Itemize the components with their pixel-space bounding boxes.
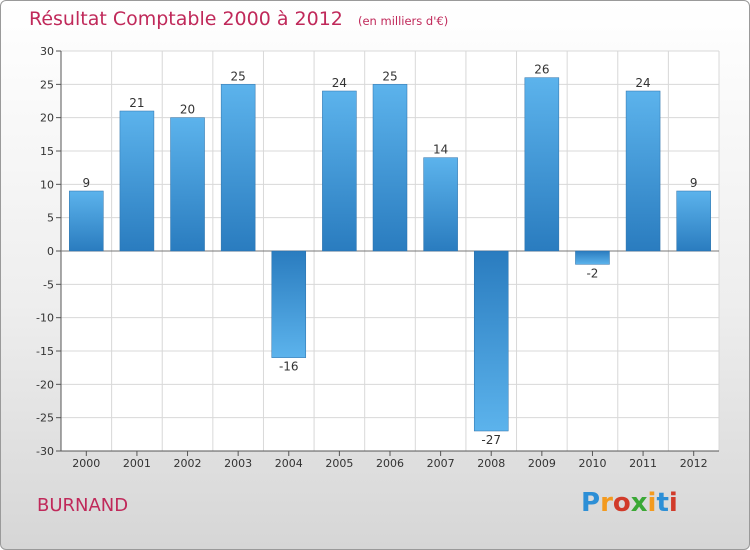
y-tick-label: 25 xyxy=(40,78,54,91)
value-label: 14 xyxy=(433,143,448,157)
proxiti-logo: Proxiti xyxy=(581,488,678,518)
title-main: Résultat Comptable 2000 à 2012 xyxy=(29,8,343,30)
bar-2008 xyxy=(473,250,509,432)
bar-2006 xyxy=(372,84,408,252)
y-tick-label: 20 xyxy=(40,112,54,125)
y-tick-label: -30 xyxy=(36,445,54,458)
bar-2009 xyxy=(524,77,560,252)
value-label: 25 xyxy=(231,69,246,83)
title-unit: (en milliers d'€) xyxy=(357,14,449,28)
logo-letter: r xyxy=(600,488,613,518)
y-tick-label: 5 xyxy=(47,212,54,225)
value-label: 20 xyxy=(180,103,195,117)
y-tick-label: -20 xyxy=(36,378,54,391)
value-label: 9 xyxy=(82,176,90,190)
chart-title: Résultat Comptable 2000 à 2012 (en milli… xyxy=(29,8,448,30)
value-label: -16 xyxy=(279,360,299,374)
bar-2005 xyxy=(322,90,357,252)
x-tick-label: 2006 xyxy=(376,457,404,470)
x-tick-label: 2009 xyxy=(528,457,556,470)
x-tick-label: 2010 xyxy=(578,457,606,470)
value-label: 26 xyxy=(534,63,549,77)
y-tick-label: 30 xyxy=(40,45,54,58)
y-tick-label: 0 xyxy=(47,245,54,258)
bar-2000 xyxy=(69,190,104,252)
logo-letter: i xyxy=(668,488,678,518)
bar-2002 xyxy=(170,117,205,252)
y-tick-label: -15 xyxy=(36,345,54,358)
logo-letter: x xyxy=(630,488,648,518)
bar-2007 xyxy=(423,157,458,252)
x-tick-label: 2012 xyxy=(680,457,708,470)
bar-2003 xyxy=(220,84,256,252)
logo-letter: P xyxy=(581,488,601,518)
x-tick-label: 2000 xyxy=(72,457,100,470)
x-tick-label: 2004 xyxy=(275,457,303,470)
x-tick-label: 2007 xyxy=(427,457,455,470)
bar-2011 xyxy=(625,90,661,252)
x-tick-label: 2002 xyxy=(174,457,202,470)
commune-name: BURNAND xyxy=(37,495,129,516)
logo-letter: o xyxy=(612,488,631,518)
y-tick-label: -5 xyxy=(43,278,54,291)
value-label: -2 xyxy=(586,266,598,280)
x-tick-label: 2001 xyxy=(123,457,151,470)
bar-2001 xyxy=(119,110,155,252)
x-tick-label: 2008 xyxy=(477,457,505,470)
x-tick-label: 2003 xyxy=(224,457,252,470)
value-label: 9 xyxy=(690,176,698,190)
value-label: 25 xyxy=(382,69,397,83)
bar-2010 xyxy=(575,250,610,265)
x-tick-label: 2005 xyxy=(325,457,353,470)
y-tick-label: -10 xyxy=(36,312,54,325)
value-label: 24 xyxy=(332,76,347,90)
logo-letter: i xyxy=(647,488,657,518)
logo-letter: t xyxy=(656,488,669,518)
y-tick-label: 10 xyxy=(40,178,54,191)
bar-2012 xyxy=(676,190,711,252)
x-tick-label: 2011 xyxy=(629,457,657,470)
y-tick-label: -25 xyxy=(36,412,54,425)
value-label: -27 xyxy=(481,433,501,447)
bar-2004 xyxy=(271,250,307,358)
y-tick-label: 15 xyxy=(40,145,54,158)
value-label: 24 xyxy=(635,76,650,90)
value-label: 21 xyxy=(129,96,144,110)
